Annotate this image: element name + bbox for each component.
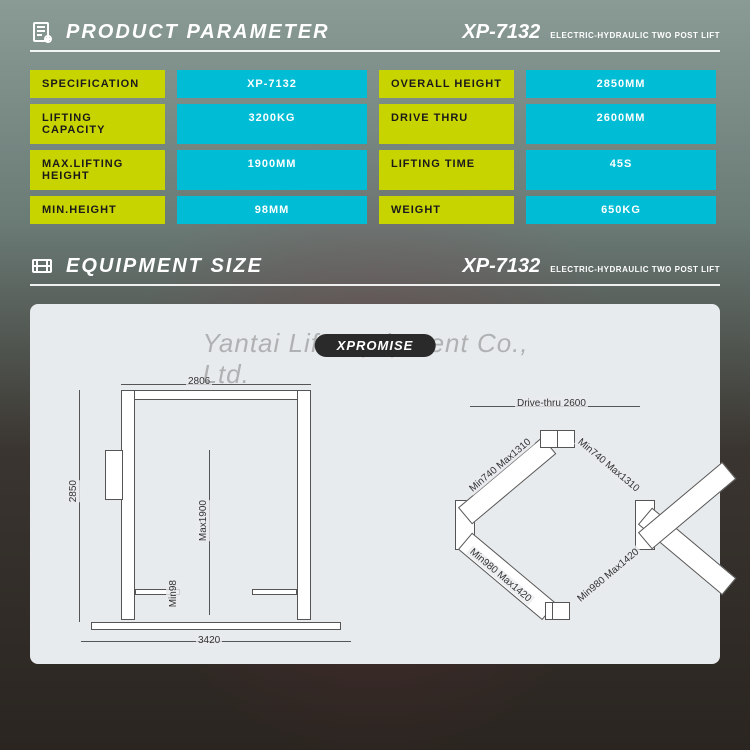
param-label: OVERALL HEIGHT <box>379 70 514 98</box>
dim-drive-thru: Drive-thru 2600 <box>515 398 588 409</box>
param-value: 2600MM <box>526 104 716 144</box>
dim-min-lift: Min98 <box>166 580 181 607</box>
param-value: 98MM <box>177 196 367 224</box>
dim-max-lift: Max1900 <box>196 500 211 541</box>
param-label: MIN.HEIGHT <box>30 196 165 224</box>
spec-sheet-icon <box>30 20 54 44</box>
param-label: LIFTING CAPACITY <box>30 104 165 144</box>
dimensions-icon <box>30 254 54 278</box>
dim-overall-height: 2850 <box>66 480 81 502</box>
param-label: WEIGHT <box>379 196 514 224</box>
front-view-diagram: 2806 3420 2850 Max1900 Min98 <box>46 370 365 648</box>
brand-badge: XPROMISE <box>315 334 436 357</box>
param-value: 2850MM <box>526 70 716 98</box>
top-view-diagram: Drive-thru 2600 Min740 Max1310 Min740 Ma… <box>385 370 704 648</box>
param-label: DRIVE THRU <box>379 104 514 144</box>
section-header-parameters: PRODUCT PARAMETER XP-7132 ELECTRIC-HYDRA… <box>30 20 720 52</box>
param-label: MAX.LIFTING HEIGHT <box>30 150 165 190</box>
model-desc: ELECTRIC-HYDRAULIC TWO POST LIFT <box>550 31 720 40</box>
param-value: 3200KG <box>177 104 367 144</box>
param-value: 1900MM <box>177 150 367 190</box>
section-title: PRODUCT PARAMETER <box>66 21 330 44</box>
parameter-table: SPECIFICATION XP-7132 OVERALL HEIGHT 285… <box>30 70 720 224</box>
diagram-panel: Yantai Lift Equipment Co., Ltd. XPROMISE <box>30 304 720 664</box>
param-value: XP-7132 <box>177 70 367 98</box>
section-header-equipment: EQUIPMENT SIZE XP-7132 ELECTRIC-HYDRAULI… <box>30 254 720 286</box>
section-title: EQUIPMENT SIZE <box>66 255 263 278</box>
model-code: XP-7132 <box>462 21 540 44</box>
dim-width-base: 3420 <box>196 635 222 646</box>
model-desc: ELECTRIC-HYDRAULIC TWO POST LIFT <box>550 265 720 274</box>
param-label: SPECIFICATION <box>30 70 165 98</box>
param-value: 45S <box>526 150 716 190</box>
param-label: LIFTING TIME <box>379 150 514 190</box>
param-value: 650KG <box>526 196 716 224</box>
model-code: XP-7132 <box>462 255 540 278</box>
